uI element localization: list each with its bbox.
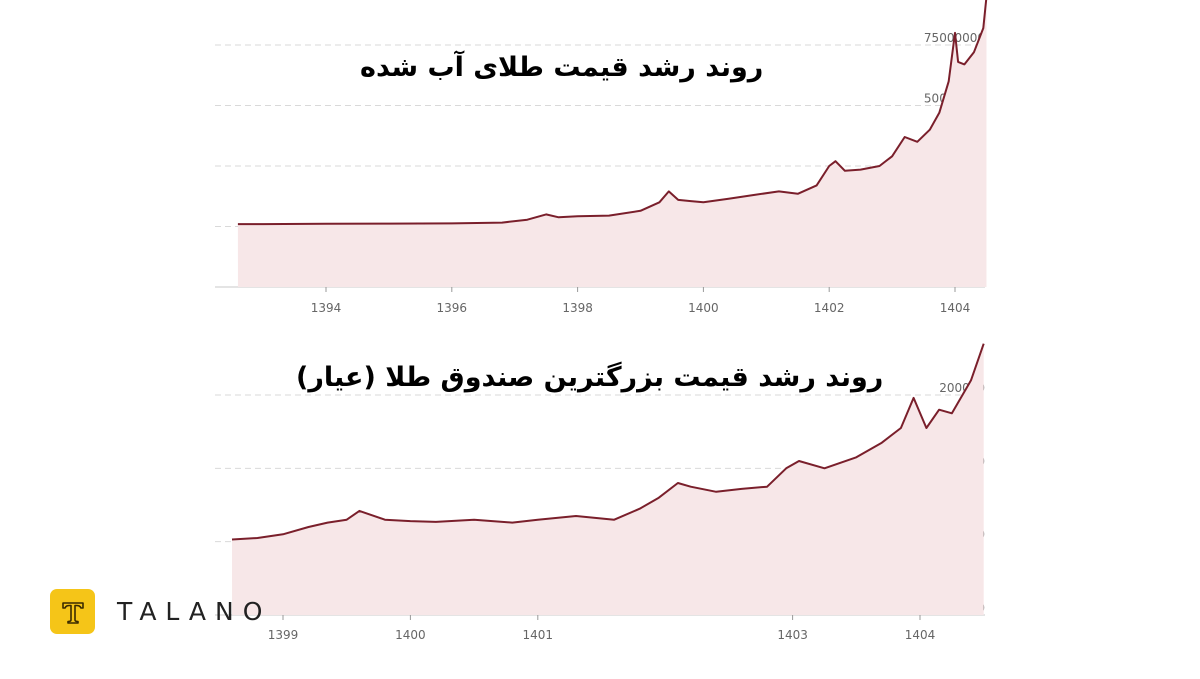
chart-2-x-tick-label: 1400 — [395, 628, 426, 642]
chart-1-x-tick-label: 1396 — [437, 301, 468, 315]
letter-t-glyph — [61, 601, 84, 624]
chart-1-x-tick-label: 1400 — [688, 301, 719, 315]
chart-1-x-tick-label: 1402 — [814, 301, 845, 315]
chart-1-area — [237, 0, 987, 287]
chart-2-x-tick-label: 1399 — [268, 628, 299, 642]
chart-2-area — [232, 343, 984, 615]
chart-1-series-line — [237, 0, 988, 226]
brand-name: TALANO — [117, 597, 272, 626]
chart-1-x-tick-label: 1398 — [562, 301, 593, 315]
chart-2-x-tick-label: 1403 — [777, 628, 808, 642]
chart-1-x-tick-label: 1404 — [940, 301, 971, 315]
chart-2-series-line — [231, 343, 985, 541]
chart-1-title: روند رشد قیمت طلای آب شده — [360, 52, 764, 83]
chart-1-x-tick-label: 1394 — [311, 301, 342, 315]
chart-2-title: روند رشد قیمت بزرگترین صندوق طلا (عیار) — [296, 362, 884, 393]
brand-logo: TALANO — [50, 589, 271, 634]
chart-2-x-tick-label: 1401 — [523, 628, 554, 642]
chart-2-x-tick-label: 1404 — [905, 628, 936, 642]
letter-t-logo-icon — [50, 589, 95, 634]
